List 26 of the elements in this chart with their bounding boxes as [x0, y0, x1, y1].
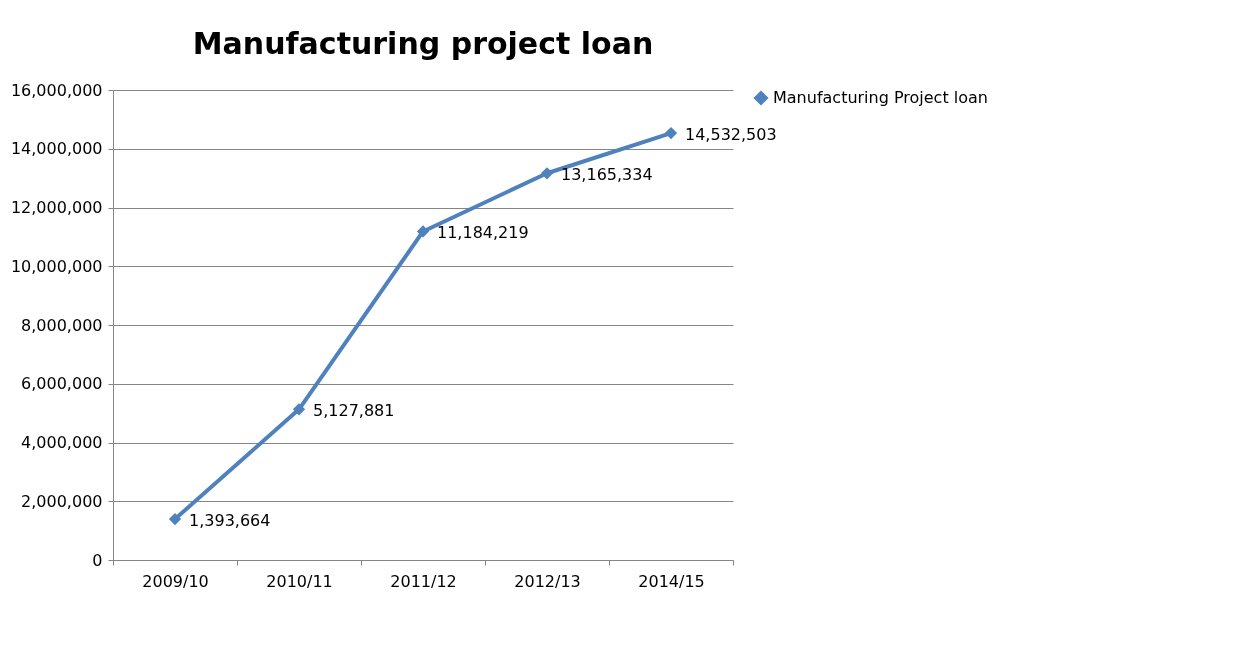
point: [292, 403, 306, 416]
text: 13,165,334: [561, 165, 653, 185]
y-tick-label: 8,000,000: [21, 315, 103, 335]
text: 1,393,664: [189, 511, 271, 531]
y-tick-label: 0: [92, 550, 103, 570]
y-tick-label: 12,000,000: [10, 198, 103, 217]
text: 5,127,881: [313, 401, 395, 421]
x-tick-label: 2014/15: [638, 571, 705, 591]
x-tick-label: 2012/13: [514, 571, 581, 591]
legend-label: Manufacturing Project loan: [773, 88, 988, 107]
y-tick-label: 14,000,000: [10, 139, 103, 159]
y-tick-label: 2,000,000: [21, 491, 103, 511]
y-tick-label: 16,000,000: [10, 80, 103, 100]
chart-title: Manufacturing project loan: [192, 26, 654, 61]
x-tick-label: 2010/11: [266, 571, 333, 591]
point: [664, 126, 678, 140]
text: 11,184,219: [437, 223, 529, 243]
text: 14,532,503: [685, 125, 777, 145]
y-tick-label: 6,000,000: [21, 374, 103, 394]
point: [416, 225, 430, 238]
x-tick-label: 2011/12: [390, 571, 457, 591]
point: [168, 512, 182, 526]
y-tick-label: 10,000,000: [10, 256, 103, 276]
x-tick-label: 2009/10: [142, 571, 209, 591]
point: [540, 167, 554, 180]
y-tick-label: 4,000,000: [21, 433, 103, 452]
